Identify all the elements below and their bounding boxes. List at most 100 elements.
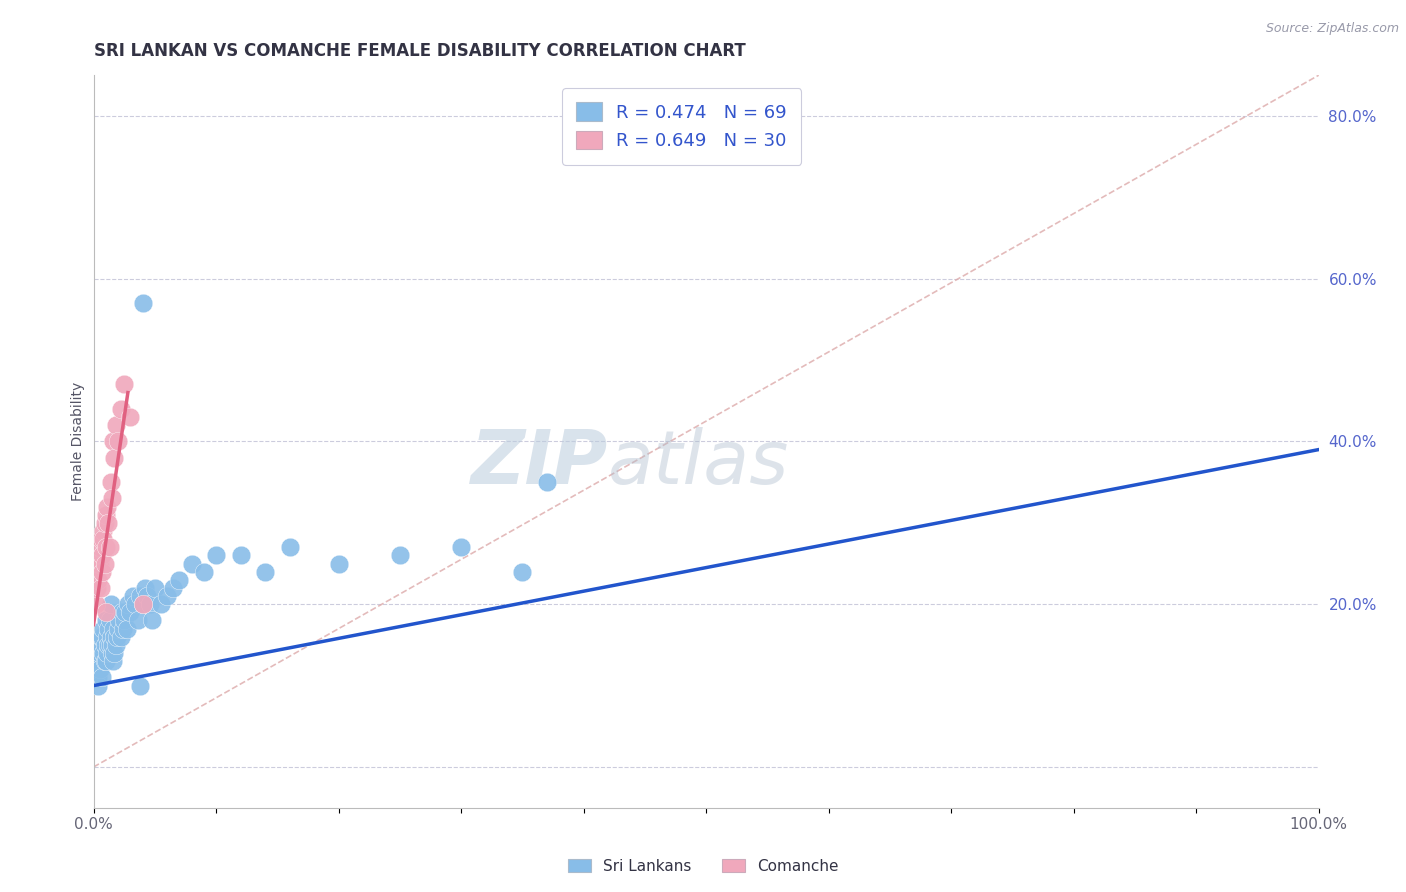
Point: [86, 654, 108, 668]
Point: [93, 557, 115, 571]
Point: [129, 679, 152, 693]
Point: [93, 646, 115, 660]
Point: [94, 605, 117, 619]
Text: Source: ZipAtlas.com: Source: ZipAtlas.com: [1265, 22, 1399, 36]
Point: [112, 614, 135, 628]
Point: [91, 670, 114, 684]
Point: [96, 500, 118, 514]
Point: [139, 597, 162, 611]
Point: [91, 565, 114, 579]
Point: [110, 401, 132, 416]
Point: [141, 614, 163, 628]
Point: [93, 532, 115, 546]
Point: [93, 622, 115, 636]
Point: [278, 541, 301, 555]
Point: [100, 630, 122, 644]
Point: [101, 434, 124, 449]
Point: [254, 565, 277, 579]
Point: [512, 565, 534, 579]
Point: [114, 605, 136, 619]
Point: [131, 296, 153, 310]
Point: [169, 573, 191, 587]
Legend: Sri Lankans, Comanche: Sri Lankans, Comanche: [561, 853, 845, 880]
Point: [91, 630, 114, 644]
Point: [98, 638, 121, 652]
Text: atlas: atlas: [609, 427, 790, 500]
Point: [86, 581, 108, 595]
Point: [86, 557, 108, 571]
Point: [229, 549, 252, 563]
Point: [94, 614, 117, 628]
Point: [100, 475, 122, 490]
Point: [93, 654, 115, 668]
Point: [143, 581, 166, 595]
Point: [107, 622, 129, 636]
Point: [103, 450, 125, 465]
Point: [101, 622, 124, 636]
Point: [149, 597, 172, 611]
Point: [101, 491, 124, 506]
Point: [103, 630, 125, 644]
Point: [101, 638, 124, 652]
Point: [124, 597, 146, 611]
Point: [136, 589, 159, 603]
Point: [205, 549, 228, 563]
Point: [97, 622, 120, 636]
Point: [120, 605, 142, 619]
Point: [101, 646, 124, 660]
Point: [100, 597, 122, 611]
Point: [450, 541, 472, 555]
Point: [94, 541, 117, 555]
Legend: R = 0.474   N = 69, R = 0.649   N = 30: R = 0.474 N = 69, R = 0.649 N = 30: [562, 88, 801, 164]
Point: [84, 662, 107, 676]
Point: [111, 622, 134, 636]
Point: [156, 589, 179, 603]
Point: [536, 475, 558, 490]
Point: [131, 597, 153, 611]
Point: [328, 557, 350, 571]
Point: [90, 532, 112, 546]
Point: [84, 597, 107, 611]
Point: [117, 597, 139, 611]
Point: [91, 549, 114, 563]
Point: [388, 549, 411, 563]
Point: [89, 662, 111, 676]
Point: [97, 516, 120, 530]
Point: [129, 589, 152, 603]
Point: [131, 597, 153, 611]
Point: [105, 630, 128, 644]
Point: [90, 638, 112, 652]
Point: [104, 638, 127, 652]
Text: ZIP: ZIP: [471, 427, 609, 500]
Point: [121, 589, 143, 603]
Point: [101, 654, 124, 668]
Point: [96, 630, 118, 644]
Point: [115, 622, 138, 636]
Point: [93, 638, 115, 652]
Point: [87, 573, 110, 587]
Point: [104, 418, 127, 433]
Point: [97, 638, 120, 652]
Point: [89, 557, 111, 571]
Point: [180, 557, 202, 571]
Point: [108, 614, 131, 628]
Point: [93, 516, 115, 530]
Point: [90, 581, 112, 595]
Point: [103, 646, 125, 660]
Y-axis label: Female Disability: Female Disability: [72, 382, 86, 501]
Point: [89, 646, 111, 660]
Point: [93, 524, 115, 538]
Text: SRI LANKAN VS COMANCHE FEMALE DISABILITY CORRELATION CHART: SRI LANKAN VS COMANCHE FEMALE DISABILITY…: [94, 42, 745, 60]
Point: [98, 541, 121, 555]
Point: [120, 410, 142, 425]
Point: [110, 630, 132, 644]
Point: [107, 434, 129, 449]
Point: [112, 377, 135, 392]
Point: [96, 646, 118, 660]
Point: [94, 654, 117, 668]
Point: [134, 581, 156, 595]
Point: [111, 605, 134, 619]
Point: [127, 614, 149, 628]
Point: [87, 679, 110, 693]
Point: [98, 614, 121, 628]
